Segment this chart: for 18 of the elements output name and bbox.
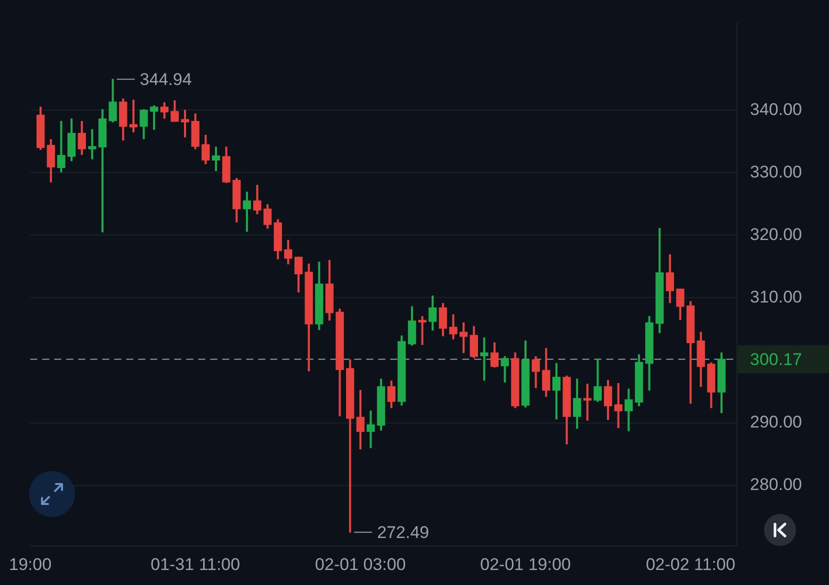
x-tick-label: 02-01 19:00 bbox=[480, 554, 571, 574]
candlestick bbox=[583, 384, 592, 421]
y-tick-label: 290.00 bbox=[750, 412, 802, 432]
y-tick-label: 320.00 bbox=[750, 224, 802, 244]
ref-line-label: 300.17 bbox=[750, 350, 802, 369]
candlestick bbox=[480, 337, 488, 381]
x-tick-label: 19:00 bbox=[8, 554, 52, 574]
x-tick-label: 02-02 11:00 bbox=[646, 554, 736, 574]
annotation: 272.49 bbox=[377, 522, 430, 542]
annotation: 344.94 bbox=[140, 70, 192, 89]
candlestick bbox=[57, 121, 66, 172]
y-tick-label: 280.00 bbox=[750, 475, 802, 494]
y-tick-label: 330.00 bbox=[750, 162, 802, 182]
y-tick-label: 310.00 bbox=[750, 287, 802, 306]
x-tick-label: 01-31 11:00 bbox=[150, 554, 240, 574]
candlestick bbox=[366, 410, 375, 448]
y-tick-label: 340.00 bbox=[750, 100, 802, 119]
x-tick-label: 02-01 03:00 bbox=[315, 554, 406, 574]
